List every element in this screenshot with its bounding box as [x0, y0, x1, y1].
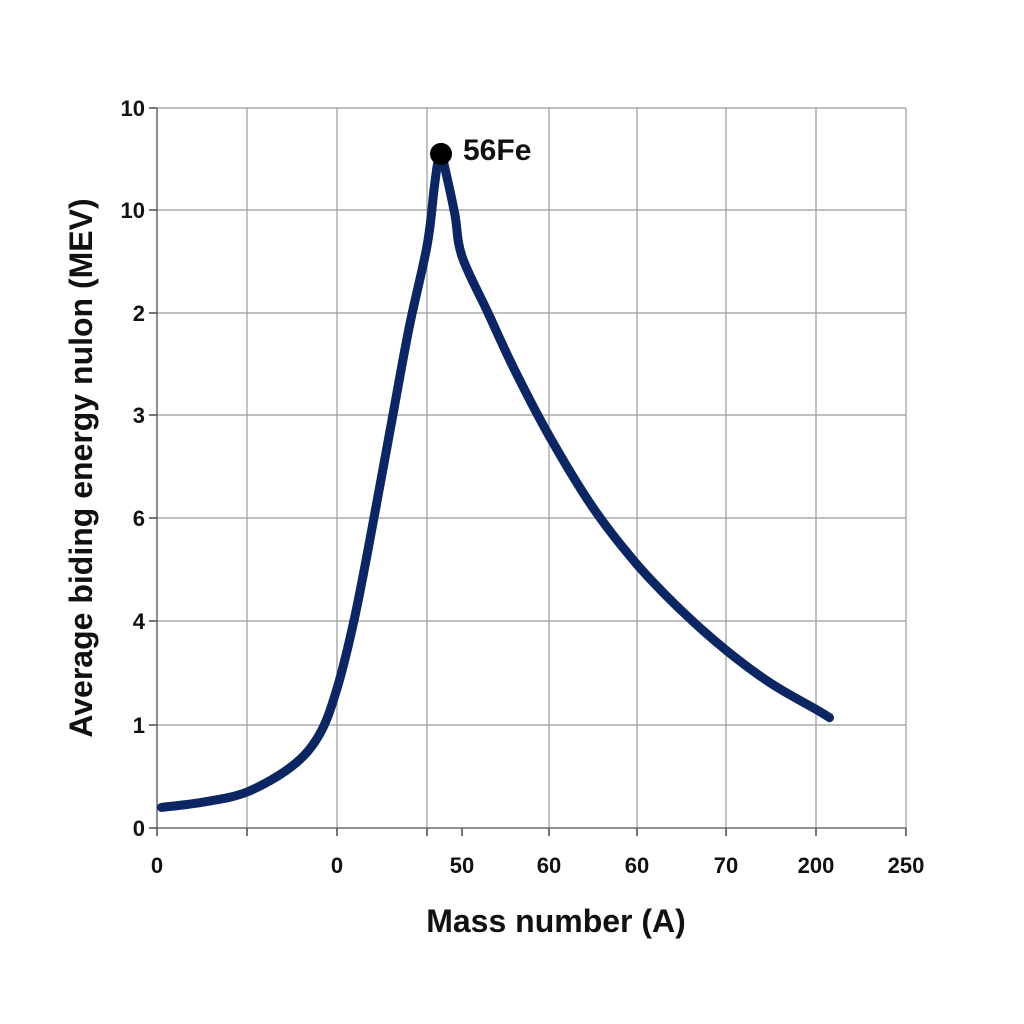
y-tick-label: 10: [121, 198, 145, 223]
y-axis-title: Average biding energy nulon (MEV): [63, 198, 99, 737]
annotation-layer: 56Fe: [430, 134, 531, 167]
y-tick-label: 10: [121, 96, 145, 121]
x-tick-label: 50: [450, 853, 474, 878]
x-tick-label: 60: [537, 853, 561, 878]
binding-energy-curve: [157, 149, 834, 812]
series-layer: [157, 149, 834, 812]
x-tick-label: 200: [798, 853, 835, 878]
x-axis-title: Mass number (A): [426, 903, 686, 939]
x-tick-label: 60: [625, 853, 649, 878]
y-tick-label: 3: [133, 403, 145, 428]
y-tick-label: 0: [133, 816, 145, 841]
x-tick-label: 0: [151, 853, 163, 878]
peak-marker: [430, 142, 452, 165]
x-tick-label: 0: [331, 853, 343, 878]
x-tick-label: 250: [888, 853, 925, 878]
y-tick-label: 6: [133, 506, 145, 531]
grid-layer: [157, 107, 907, 828]
y-tick-label: 2: [133, 301, 145, 326]
peak-annotation-label: 56Fe: [463, 134, 531, 167]
x-tick-label: 70: [714, 853, 738, 878]
axis-layer: [149, 107, 907, 836]
y-tick-label: 1: [133, 713, 145, 738]
y-tick-label: 4: [133, 609, 146, 634]
